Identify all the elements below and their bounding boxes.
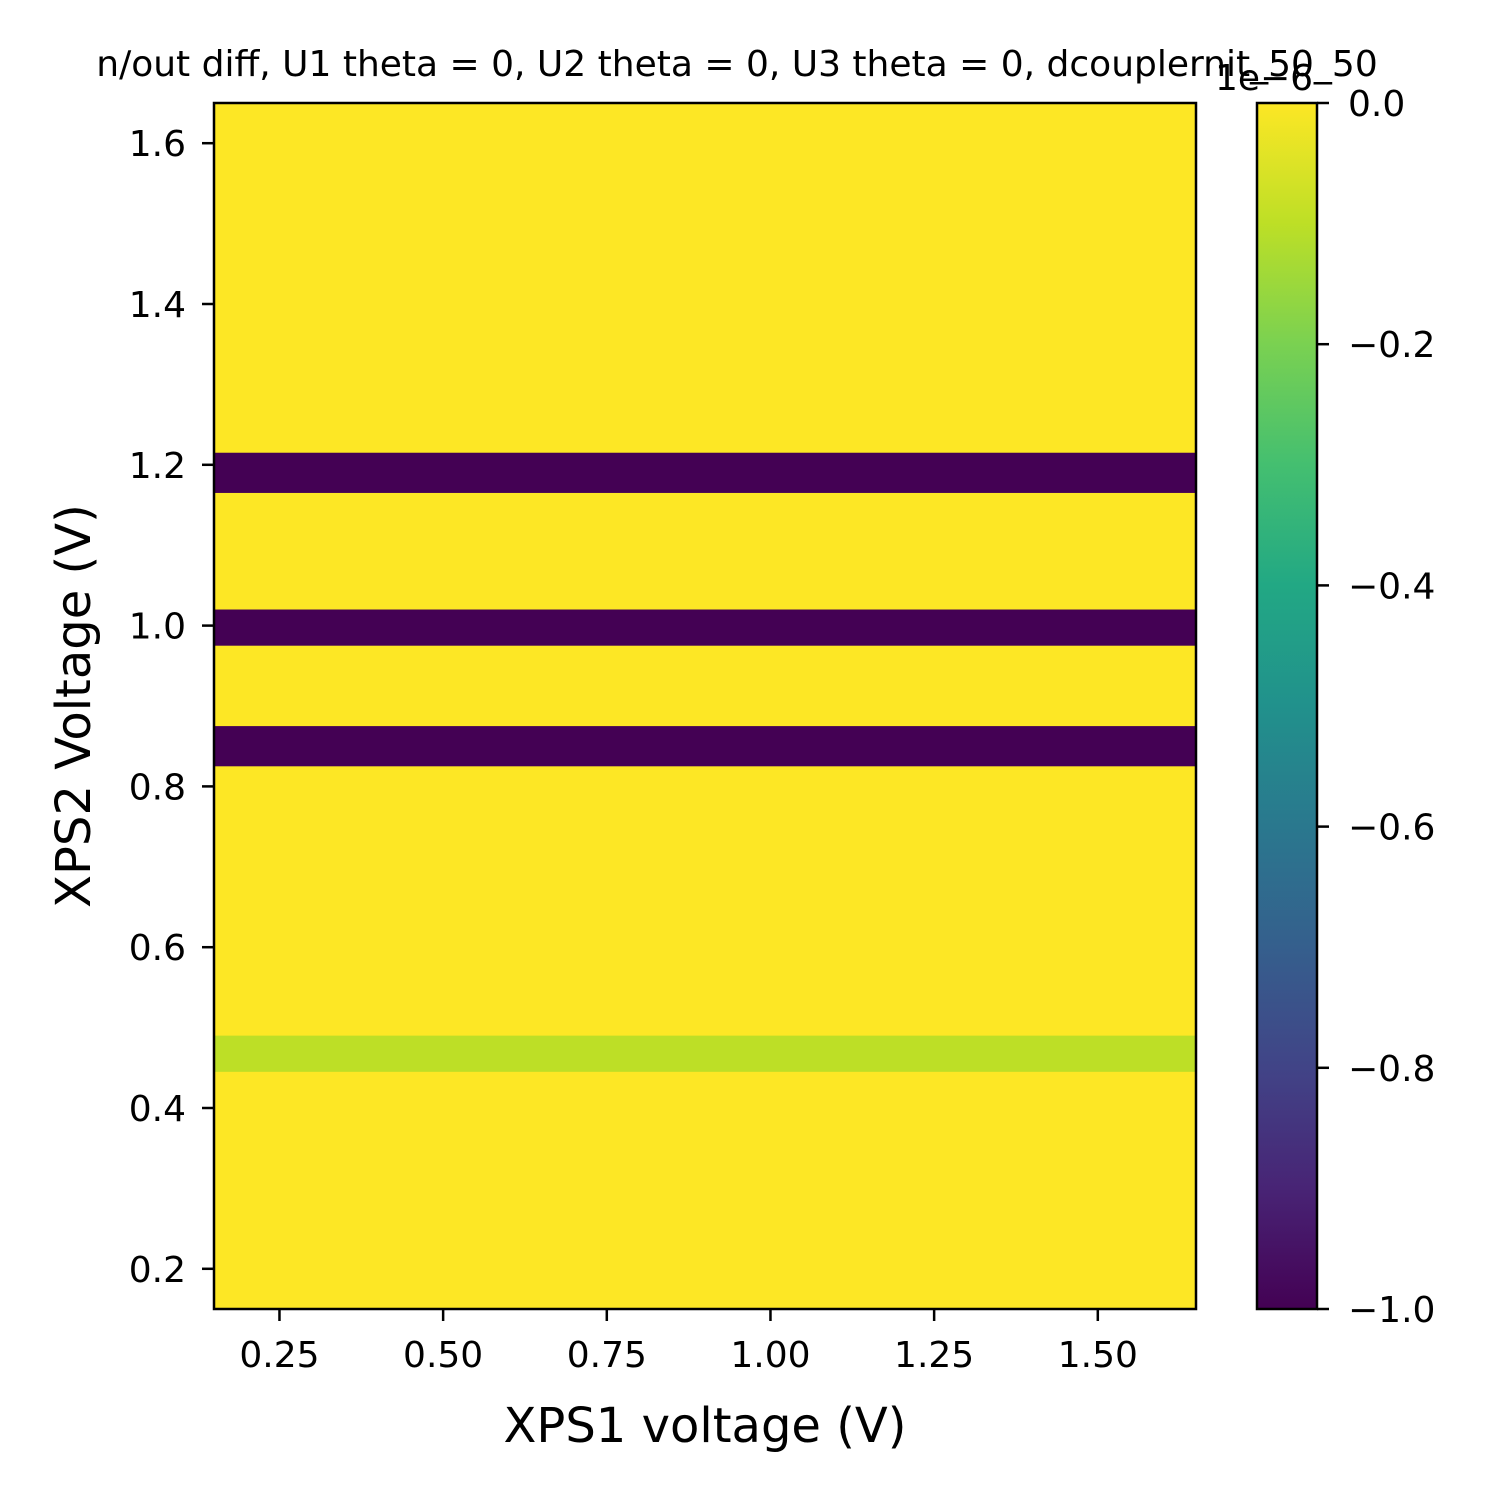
y-tick-label: 0.2	[129, 1250, 186, 1291]
y-tick-label: 0.6	[129, 928, 186, 969]
x-tick-label: 0.50	[403, 1335, 483, 1376]
heatmap-band-2	[214, 726, 1196, 767]
heatmap-band-1	[214, 1035, 1196, 1072]
x-tick-label: 1.00	[730, 1335, 810, 1376]
heatmap-background	[214, 103, 1196, 1309]
colorbar-tick-label: 0.0	[1348, 84, 1405, 125]
colorbar-ticks: 0.0 −0.2 −0.4 −0.6 −0.8 −1.0	[1317, 84, 1435, 1331]
y-axis: 0.2 0.4 0.6 0.8 1.0 1.2 1.4 1.6	[129, 124, 214, 1291]
x-tick-label: 1.50	[1058, 1335, 1138, 1376]
colorbar-tick-label: −0.2	[1348, 325, 1435, 366]
y-tick-label: 1.4	[129, 285, 186, 326]
colorbar: 0.0 −0.2 −0.4 −0.6 −0.8 −1.0 1e−6	[1215, 58, 1435, 1331]
y-axis-label: XPS2 Voltage (V)	[46, 504, 102, 908]
heatmap-band-3	[214, 609, 1196, 646]
y-tick-label: 1.0	[129, 607, 186, 648]
colorbar-tick-label: −0.8	[1348, 1049, 1435, 1090]
y-tick-label: 0.8	[129, 767, 186, 808]
x-tick-label: 1.25	[894, 1335, 974, 1376]
y-tick-label: 0.4	[129, 1089, 186, 1130]
chart-title: n/out diff, U1 theta = 0, U2 theta = 0, …	[96, 44, 1377, 85]
x-axis-label: XPS1 voltage (V)	[504, 1398, 907, 1454]
heatmap-bands	[214, 452, 1196, 1072]
colorbar-tick-label: −0.4	[1348, 566, 1435, 607]
plot-frame	[212, 101, 1198, 1311]
colorbar-tick-label: −0.6	[1348, 808, 1435, 849]
colorbar-offset-label: 1e−6	[1215, 58, 1313, 99]
x-tick-label: 0.25	[239, 1335, 319, 1376]
plot-area	[212, 101, 1198, 1311]
x-axis: 0.25 0.50 0.75 1.00 1.25 1.50	[239, 1309, 1138, 1376]
colorbar-gradient	[1255, 101, 1319, 1311]
y-tick-label: 1.2	[129, 446, 186, 487]
y-tick-label: 1.6	[129, 124, 186, 165]
x-tick-label: 0.75	[567, 1335, 647, 1376]
colorbar-tick-label: −1.0	[1348, 1290, 1435, 1331]
heatmap-band-4	[214, 452, 1196, 493]
